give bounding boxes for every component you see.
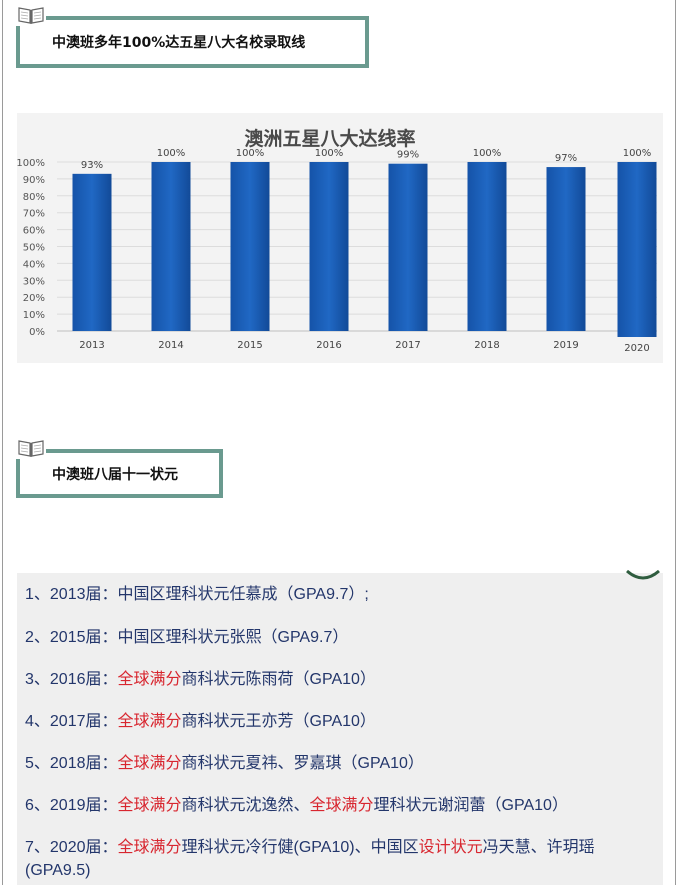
bar-value-label: 100% [473,148,502,159]
top-scorers-panel: 1、2013届：中国区理科状元任慕成（GPA9.7）; 2、2015届：中国区理科… [17,569,663,885]
list-item-text: 3、2016届： [25,671,118,688]
list-item: 4、2017届：全球满分商科状元王亦芳（GPA10） [25,710,655,733]
highlight-text: 全球满分 [117,671,182,688]
y-tick-label: 0% [29,327,45,338]
highlight-text: 全球满分 [117,839,182,856]
x-tick-label: 2013 [79,340,104,351]
chart-title: 澳洲五星八大达线率 [244,127,415,150]
x-tick-label: 2019 [553,340,578,351]
bar-value-label: 100% [236,148,265,159]
list-item: 1、2013届：中国区理科状元任慕成（GPA9.7）; [25,583,655,606]
list-item: 2、2015届：中国区理科状元张熙（GPA9.7） [25,626,655,649]
list-item: 3、2016届：全球满分商科状元陈雨荷（GPA10） [25,668,655,691]
highlight-text: 全球满分 [117,713,182,730]
list-item-text: 2、2015届：中国区理科状元张熙（GPA9.7） [25,629,349,646]
list-item-text: 5、2018届： [25,755,118,772]
bar-value-label: 99% [397,150,419,161]
list-item-text: 商科状元夏祎、罗嘉琪（GPA10） [181,755,424,772]
x-tick-label: 2020 [624,343,649,354]
section-title-box: 中澳班八届十一状元 [16,449,223,498]
y-tick-label: 40% [23,259,45,270]
open-book-icon [16,437,46,459]
list-item-text: 4、2017届： [25,713,118,730]
highlight-text: 设计状元 [418,839,483,856]
bar-2014 [151,162,191,331]
list-item-text: 理科状元谢润蕾（GPA10） [373,797,568,814]
section-title-box: 中澳班多年100%达五星八大名校录取线 [16,16,369,68]
bar-2019 [546,167,586,331]
y-tick-label: 20% [23,293,45,304]
y-tick-label: 10% [23,310,45,321]
bar-2017 [388,163,428,331]
bar-chart: 澳洲五星八大达线率 0% 10% 20% 30% 40% 50% 60% 70% 80% 90% 1… [17,127,657,354]
bar-value-label: 100% [157,148,186,159]
y-tick-label: 50% [23,243,45,254]
bar-value-label: 97% [555,153,577,164]
list-item-text: 冯天慧、许玥瑶 (GPA9.5) [25,839,595,879]
bar-2020 [617,162,657,337]
y-tick-label: 90% [23,175,45,186]
list-item-text: 商科状元王亦芳（GPA10） [181,713,376,730]
y-tick-label: 70% [23,209,45,220]
x-tick-label: 2017 [395,340,420,351]
bar-2018 [467,162,507,331]
open-book-icon [16,4,46,26]
y-tick-label: 30% [23,276,45,287]
bar-value-label: 100% [623,148,652,159]
bar-chart-panel: 澳洲五星八大达线率 0% 10% 20% 30% 40% 50% 60% 70% 80% 90% 1… [17,113,663,363]
list-item-text: 6、2019届： [25,797,118,814]
list-item: 6、2019届：全球满分商科状元沈逸然、全球满分理科状元谢润蕾（GPA10） [25,794,655,817]
bar-2015 [230,162,270,331]
list-item-text: 理科状元冷行健(GPA10)、中国区 [181,839,419,856]
x-tick-label: 2015 [237,340,262,351]
bar-value-label: 100% [315,148,344,159]
list-item-text: 1、2013届：中国区理科状元任慕成（GPA9.7）; [25,586,369,603]
list-item-text: 7、2020届： [25,839,118,856]
bar-2013 [72,173,112,331]
highlight-text: 全球满分 [117,797,182,814]
bar-2016 [309,162,349,331]
page-border-left [2,0,3,885]
page-border-right [675,0,676,885]
highlight-text: 全球满分 [117,755,182,772]
section-title: 中澳班八届十一状元 [52,466,178,483]
y-tick-label: 100% [17,158,45,169]
leaf-icon [626,569,660,580]
x-tick-label: 2016 [316,340,341,351]
list-item-text: 商科状元陈雨荷（GPA10） [181,671,376,688]
highlight-text: 全球满分 [309,797,374,814]
list-item: 7、2020届：全球满分理科状元冷行健(GPA10)、中国区设计状元冯天慧、许玥… [25,836,655,882]
x-tick-label: 2018 [474,340,499,351]
section-title: 中澳班多年100%达五星八大名校录取线 [52,35,306,51]
x-tick-label: 2014 [158,340,183,351]
bar-value-label: 93% [81,160,103,171]
y-tick-label: 60% [23,226,45,237]
list-item-text: 商科状元沈逸然、 [181,797,310,814]
y-tick-label: 80% [23,192,45,203]
list-item: 5、2018届：全球满分商科状元夏祎、罗嘉琪（GPA10） [25,752,655,775]
